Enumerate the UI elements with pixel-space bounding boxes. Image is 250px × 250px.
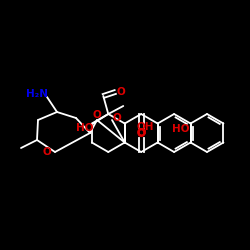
Text: O: O xyxy=(136,128,146,138)
Text: H₂N: H₂N xyxy=(26,89,48,99)
Text: O: O xyxy=(137,129,145,139)
Text: HO: HO xyxy=(76,123,93,133)
Text: O: O xyxy=(136,128,146,138)
Text: OH: OH xyxy=(137,122,154,132)
Text: O: O xyxy=(92,110,102,120)
Text: O: O xyxy=(117,87,126,97)
Text: O: O xyxy=(112,113,122,123)
Text: O: O xyxy=(42,147,51,157)
Text: HO: HO xyxy=(172,124,189,134)
